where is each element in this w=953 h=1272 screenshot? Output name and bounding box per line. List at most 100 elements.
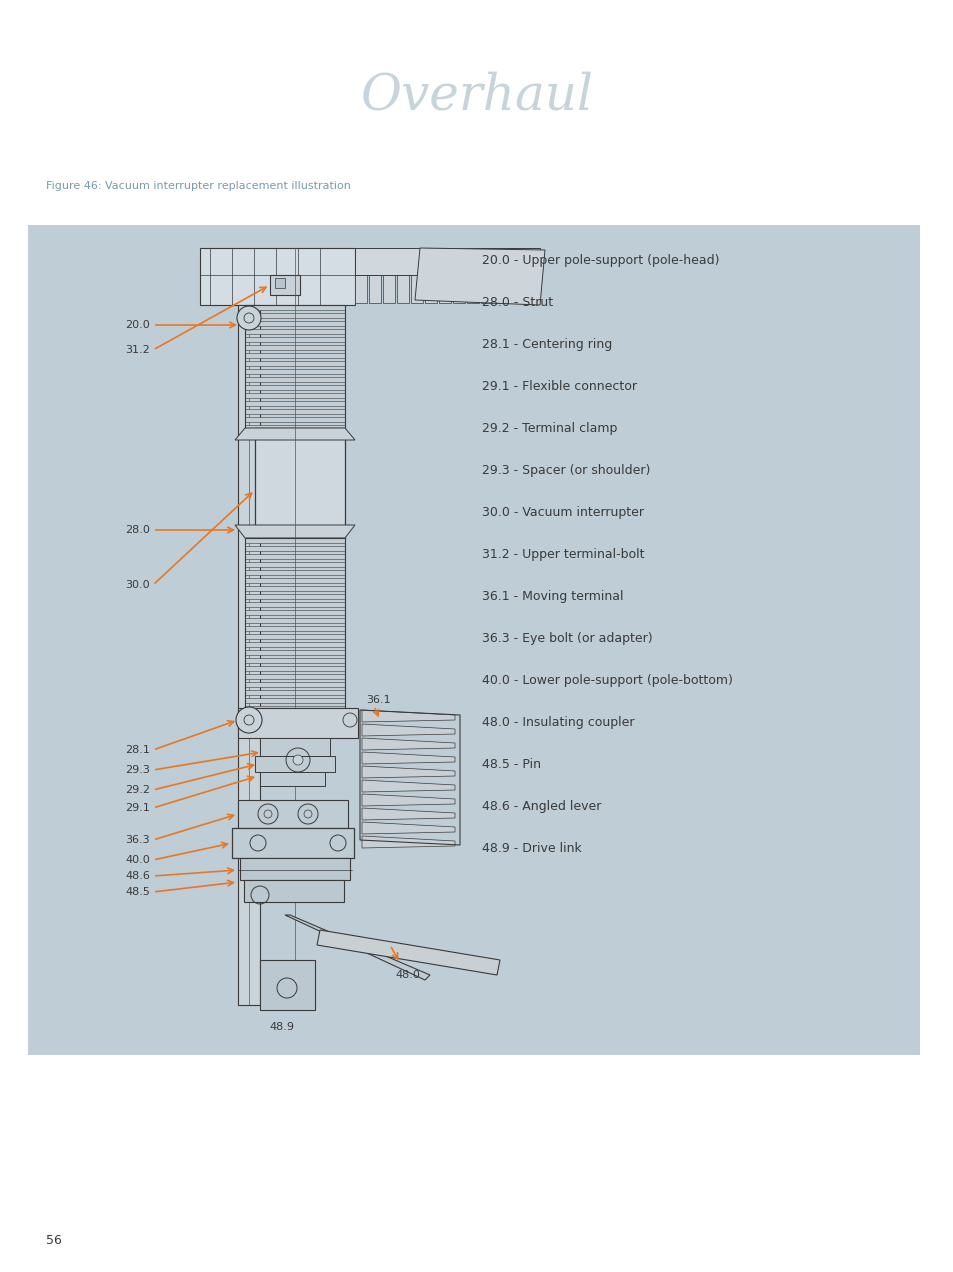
Polygon shape	[234, 525, 355, 538]
Bar	[245, 305, 345, 310]
Polygon shape	[411, 251, 422, 303]
Bar	[245, 329, 345, 335]
Text: 56: 56	[46, 1234, 62, 1247]
Circle shape	[293, 756, 303, 764]
Text: 48.5 - Pin: 48.5 - Pin	[481, 758, 540, 771]
Bar	[245, 698, 345, 703]
Bar	[245, 393, 345, 398]
Bar	[200, 248, 355, 305]
Bar	[245, 337, 345, 342]
Bar	[274, 279, 285, 287]
Polygon shape	[361, 808, 455, 820]
Bar	[245, 562, 345, 567]
Bar	[245, 538, 345, 543]
Bar	[245, 602, 345, 607]
Polygon shape	[382, 251, 395, 303]
Bar	[245, 618, 345, 623]
Bar	[245, 555, 345, 558]
Text: 36.1: 36.1	[366, 695, 390, 705]
Text: 28.0 - Strut: 28.0 - Strut	[481, 296, 553, 309]
Bar	[245, 626, 345, 631]
Polygon shape	[355, 251, 367, 303]
Bar	[260, 772, 325, 786]
Bar	[245, 611, 345, 614]
Circle shape	[236, 307, 261, 329]
Text: 48.0: 48.0	[395, 971, 419, 979]
Text: 29.2 - Terminal clamp: 29.2 - Terminal clamp	[481, 422, 617, 435]
Text: 48.6: 48.6	[125, 871, 150, 881]
Polygon shape	[480, 251, 493, 303]
Text: 36.3 - Eye bolt (or adapter): 36.3 - Eye bolt (or adapter)	[481, 632, 652, 645]
Polygon shape	[369, 251, 380, 303]
Text: Figure 46: Vacuum interrupter replacement illustration: Figure 46: Vacuum interrupter replacemen…	[46, 181, 351, 191]
Bar	[245, 570, 345, 575]
Bar	[237, 800, 348, 828]
Bar	[260, 738, 330, 756]
Text: 29.3: 29.3	[125, 764, 150, 775]
Bar	[245, 674, 345, 679]
Bar	[245, 577, 345, 583]
Polygon shape	[495, 251, 506, 303]
Bar	[245, 385, 345, 391]
Bar	[245, 354, 345, 357]
Bar	[240, 859, 350, 880]
Text: 48.6 - Angled lever: 48.6 - Angled lever	[481, 800, 600, 813]
Bar	[245, 377, 345, 382]
Polygon shape	[316, 930, 499, 976]
Polygon shape	[424, 251, 436, 303]
Polygon shape	[361, 794, 455, 806]
Polygon shape	[361, 724, 455, 736]
Polygon shape	[467, 251, 478, 303]
Text: 36.1 - Moving terminal: 36.1 - Moving terminal	[481, 590, 622, 603]
Bar	[245, 361, 345, 366]
Bar	[237, 709, 357, 738]
Bar	[237, 305, 260, 1005]
Polygon shape	[355, 248, 539, 275]
Bar	[245, 689, 345, 695]
Polygon shape	[396, 251, 409, 303]
Bar	[245, 417, 345, 422]
Bar	[270, 275, 299, 295]
Text: 48.9 - Drive link: 48.9 - Drive link	[481, 842, 581, 855]
Bar	[245, 546, 345, 551]
Bar	[245, 538, 345, 709]
Polygon shape	[361, 738, 455, 750]
Text: 28.0: 28.0	[125, 525, 150, 536]
Text: 48.0 - Insulating coupler: 48.0 - Insulating coupler	[481, 716, 634, 729]
Bar	[260, 960, 314, 1010]
Bar	[245, 667, 345, 672]
Polygon shape	[361, 780, 455, 792]
Bar	[245, 642, 345, 647]
Bar	[245, 650, 345, 655]
Bar	[245, 658, 345, 663]
Text: 30.0: 30.0	[125, 580, 150, 590]
Bar	[244, 880, 344, 902]
Polygon shape	[285, 915, 430, 979]
Polygon shape	[509, 251, 520, 303]
Bar	[28, 225, 919, 1054]
Bar	[245, 586, 345, 591]
Bar	[254, 427, 345, 538]
Text: 36.3: 36.3	[125, 834, 150, 845]
Bar	[232, 828, 354, 859]
Text: 29.3 - Spacer (or shoulder): 29.3 - Spacer (or shoulder)	[481, 464, 649, 477]
Text: 40.0: 40.0	[125, 855, 150, 865]
Bar	[245, 633, 345, 639]
Bar	[245, 410, 345, 413]
Bar	[245, 313, 345, 318]
Text: 40.0 - Lower pole-support (pole-bottom): 40.0 - Lower pole-support (pole-bottom)	[481, 674, 732, 687]
Text: 20.0: 20.0	[125, 321, 150, 329]
Bar	[245, 321, 345, 326]
Bar	[245, 706, 345, 711]
Polygon shape	[453, 251, 464, 303]
Text: 29.1: 29.1	[125, 803, 150, 813]
Text: 20.0 - Upper pole-support (pole-head): 20.0 - Upper pole-support (pole-head)	[481, 254, 719, 267]
Bar	[245, 425, 345, 430]
Text: 29.2: 29.2	[125, 785, 150, 795]
Polygon shape	[438, 251, 451, 303]
Polygon shape	[361, 710, 455, 722]
Polygon shape	[361, 822, 455, 834]
Polygon shape	[361, 836, 455, 848]
Text: 28.1 - Centering ring: 28.1 - Centering ring	[481, 338, 612, 351]
Bar	[245, 401, 345, 406]
